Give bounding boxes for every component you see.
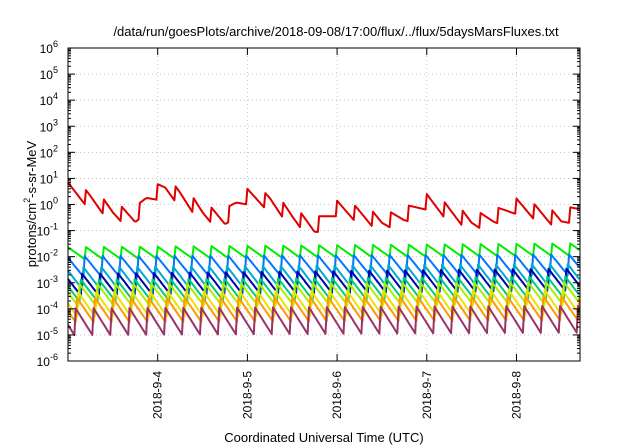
y-tick-base: 10: [37, 329, 51, 343]
y-tick-exponent: 0: [53, 196, 58, 206]
y-tick-label: 10-3: [37, 274, 58, 291]
y-tick-base: 10: [37, 303, 51, 317]
y-tick-exponent: -1: [50, 222, 58, 232]
y-tick-label: 10-2: [37, 248, 58, 265]
y-tick-exponent: -5: [50, 326, 58, 336]
y-tick-exponent: -6: [50, 352, 58, 362]
series-line-1: [67, 181, 580, 233]
y-tick-exponent: 3: [53, 117, 58, 127]
y-tick-exponent: -3: [50, 274, 58, 284]
x-axis: 2018-9-4 2018-9-5 2018-9-6 2018-9-7 2018-9-8: [151, 48, 523, 419]
x-tick-label: 2018-9-6: [330, 371, 344, 419]
x-axis-label: Coordinated Universal Time (UTC): [224, 430, 423, 445]
y-tick-label: 10-1: [37, 222, 58, 239]
y-tick-label: 101: [40, 169, 58, 186]
grid-lines: [68, 48, 580, 361]
series-line-10: [67, 304, 581, 337]
series-line-9: [67, 295, 581, 324]
x-tick-label: 2018-9-8: [509, 371, 523, 419]
y-axis-label-exponent: 2: [22, 198, 32, 203]
y-tick-label: 103: [40, 117, 58, 134]
y-tick-base: 10: [37, 277, 51, 291]
series-line-7: [67, 281, 581, 307]
y-tick-exponent: 6: [53, 39, 58, 49]
y-tick-base: 10: [40, 199, 54, 213]
y-tick-exponent: 5: [53, 65, 58, 75]
y-tick-base: 10: [40, 94, 54, 108]
y-tick-exponent: 2: [53, 143, 58, 153]
y-tick-label: 10-4: [37, 300, 58, 317]
x-tick-label: 2018-9-7: [420, 371, 434, 419]
y-tick-label: 10-5: [37, 326, 58, 343]
y-tick-exponent: -2: [50, 248, 58, 258]
y-tick-base: 10: [40, 120, 54, 134]
y-tick-label: 104: [40, 91, 58, 108]
y-tick-exponent: 1: [53, 169, 58, 179]
y-tick-exponent: 4: [53, 91, 58, 101]
x-tick-label: 2018-9-4: [151, 371, 165, 419]
series-line-8: [67, 289, 581, 318]
y-tick-base: 10: [40, 146, 54, 160]
y-axis: 10-610-510-410-310-210-11001011021031041…: [37, 39, 580, 369]
y-axis-label-rest: -s-sr-MeV: [24, 140, 39, 197]
y-tick-base: 10: [37, 355, 51, 369]
y-tick-label: 106: [40, 39, 58, 56]
y-tick-exponent: -4: [50, 300, 58, 310]
series-group: [67, 181, 581, 337]
chart-title: /data/run/goesPlots/archive/2018-09-08/1…: [113, 24, 559, 39]
y-tick-label: 10-6: [37, 352, 58, 369]
y-tick-label: 100: [40, 196, 58, 213]
series-line-6: [67, 275, 581, 303]
y-tick-label: 102: [40, 143, 58, 160]
y-tick-base: 10: [37, 251, 51, 265]
series-line-2: [67, 242, 580, 261]
y-tick-base: 10: [37, 225, 51, 239]
y-tick-base: 10: [40, 68, 54, 82]
y-tick-base: 10: [40, 42, 54, 56]
y-tick-label: 105: [40, 65, 58, 82]
x-tick-label: 2018-9-5: [240, 371, 254, 419]
y-axis-label-unit: protons/cm: [24, 203, 39, 267]
y-axis-label: protons/cm2-s-sr-MeV: [22, 140, 39, 267]
y-tick-base: 10: [40, 172, 54, 186]
